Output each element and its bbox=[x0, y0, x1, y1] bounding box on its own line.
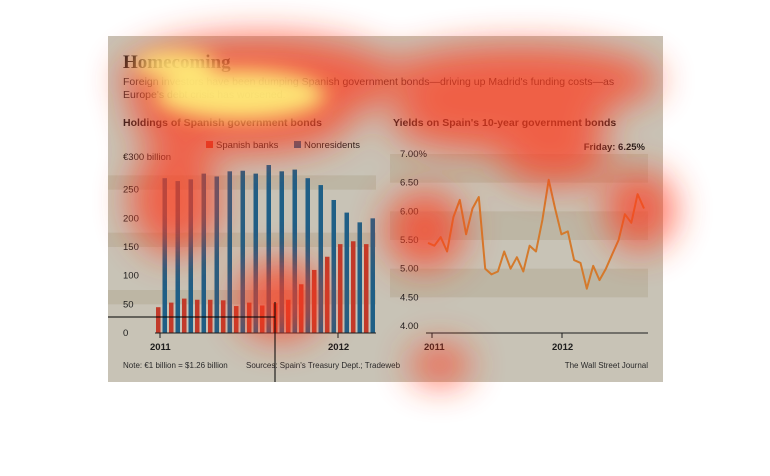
page-title: Homecoming bbox=[123, 52, 231, 73]
yields-y-tick-label: 7.00% bbox=[400, 149, 427, 160]
bar-nonresidents bbox=[240, 170, 245, 333]
holdings-x-label-2011: 2011 bbox=[150, 342, 171, 353]
holdings-y-tick-label: 0 bbox=[123, 328, 128, 339]
bar-nonresidents bbox=[292, 169, 297, 333]
bar-spanish-banks bbox=[195, 299, 200, 333]
bar-spanish-banks bbox=[312, 269, 317, 333]
bar-nonresidents bbox=[266, 165, 271, 333]
bar-nonresidents bbox=[318, 185, 323, 333]
holdings-y-unit-label: €300 billion bbox=[123, 152, 171, 163]
subtitle-line-2: Europe's debt crisis has worsened. bbox=[123, 89, 286, 101]
bar-spanish-banks bbox=[182, 298, 187, 333]
bar-spanish-banks bbox=[286, 299, 291, 333]
bar-nonresidents bbox=[162, 178, 167, 333]
bar-nonresidents bbox=[344, 212, 349, 333]
bar-nonresidents bbox=[279, 171, 284, 333]
bar-spanish-banks bbox=[325, 256, 330, 333]
bar-nonresidents bbox=[331, 199, 336, 333]
yields-y-tick-label: 5.50 bbox=[400, 235, 419, 246]
yields-y-tick-label: 6.00 bbox=[400, 206, 419, 217]
bar-spanish-banks bbox=[364, 244, 369, 333]
yields-x-label-2012: 2012 bbox=[552, 342, 573, 353]
bar-spanish-banks bbox=[247, 302, 252, 333]
yields-y-tick-label: 5.00 bbox=[400, 264, 419, 275]
yields-y-tick-label: 4.50 bbox=[400, 292, 419, 303]
bar-nonresidents bbox=[214, 176, 219, 333]
bar-nonresidents bbox=[227, 171, 232, 333]
holdings-x-label-2012: 2012 bbox=[328, 342, 349, 353]
bar-nonresidents bbox=[188, 179, 193, 333]
holdings-y-tick-label: 150 bbox=[123, 242, 139, 253]
bar-nonresidents bbox=[357, 222, 362, 333]
yields-band bbox=[390, 154, 648, 183]
yields-band bbox=[390, 211, 648, 240]
bar-spanish-banks bbox=[351, 241, 356, 333]
bar-spanish-banks bbox=[169, 302, 174, 333]
legend-label-nonresidents: Nonresidents bbox=[304, 140, 360, 151]
bar-spanish-banks bbox=[208, 299, 213, 333]
legend-swatch-nonresidents bbox=[294, 141, 301, 148]
bar-nonresidents bbox=[370, 218, 375, 333]
footer-note: Note: €1 billion = $1.26 billion bbox=[123, 361, 228, 370]
bar-spanish-banks bbox=[299, 284, 304, 333]
holdings-y-tick-label: 200 bbox=[123, 213, 139, 224]
bar-nonresidents bbox=[201, 173, 206, 333]
bar-spanish-banks bbox=[234, 306, 239, 333]
bar-spanish-banks bbox=[260, 305, 265, 333]
yields-y-tick-label: 4.00 bbox=[400, 321, 419, 332]
footer-credit: The Wall Street Journal bbox=[565, 361, 649, 370]
graphic-svg: Homecoming Foreign investors have been d… bbox=[108, 36, 663, 382]
bar-spanish-banks bbox=[273, 303, 278, 333]
bar-spanish-banks bbox=[221, 300, 226, 333]
bar-nonresidents bbox=[175, 181, 180, 333]
legend-swatch-spanish-banks bbox=[206, 141, 213, 148]
holdings-y-tick-label: 50 bbox=[123, 299, 134, 310]
bar-nonresidents bbox=[253, 173, 258, 333]
holdings-chart-title: Holdings of Spanish government bonds bbox=[123, 117, 322, 129]
subtitle-line-1: Foreign investors have been dumping Span… bbox=[123, 76, 614, 88]
yields-y-tick-label: 6.50 bbox=[400, 178, 419, 189]
yields-x-label-2011: 2011 bbox=[424, 342, 445, 353]
yields-chart-title: Yields on Spain's 10-year government bon… bbox=[393, 117, 616, 129]
graphic: Homecoming Foreign investors have been d… bbox=[108, 36, 663, 382]
footer-sources: Sources: Spain's Treasury Dept.; Tradewe… bbox=[246, 361, 401, 370]
yields-annotation: Friday: 6.25% bbox=[584, 142, 646, 153]
holdings-y-tick-label: 250 bbox=[123, 185, 139, 196]
yields-bands bbox=[390, 154, 648, 298]
bar-nonresidents bbox=[305, 178, 310, 333]
holdings-y-tick-label: 100 bbox=[123, 271, 139, 282]
bar-spanish-banks bbox=[156, 307, 161, 333]
yields-band bbox=[390, 268, 648, 298]
bar-spanish-banks bbox=[338, 244, 343, 333]
legend-label-spanish-banks: Spanish banks bbox=[216, 140, 279, 151]
